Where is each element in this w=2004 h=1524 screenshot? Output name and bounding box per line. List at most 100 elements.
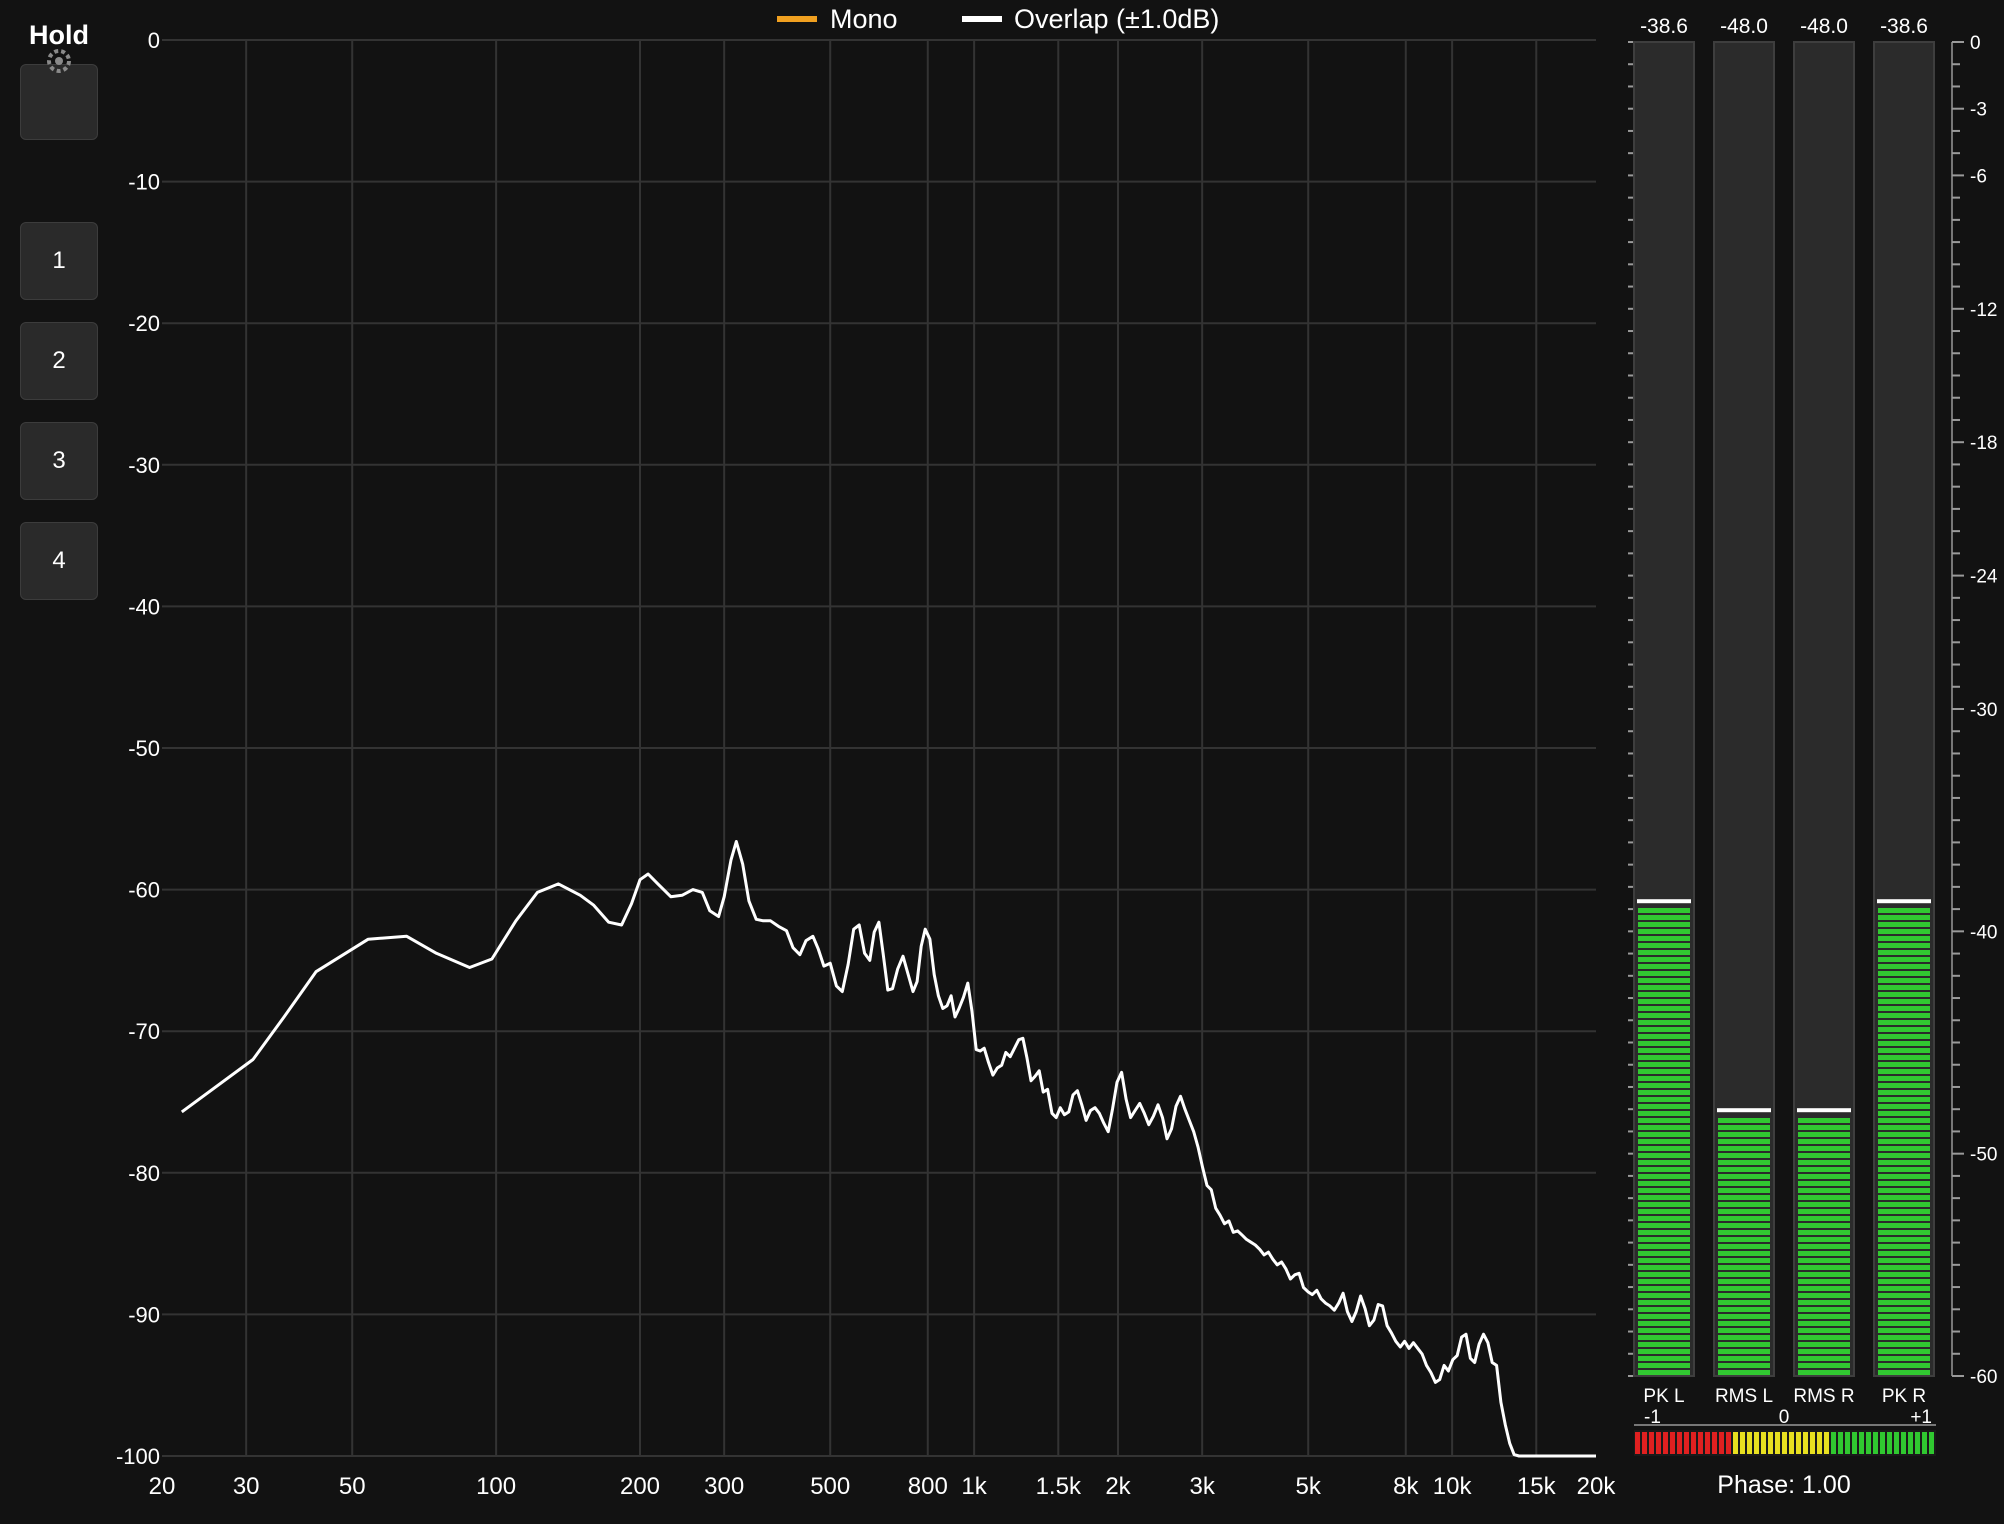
meter-channel-label: RMS R bbox=[1793, 1386, 1854, 1407]
meter-segment bbox=[1798, 1370, 1850, 1375]
phase-segment bbox=[1845, 1432, 1850, 1454]
meter-segment bbox=[1638, 1076, 1690, 1081]
meter-segment bbox=[1638, 971, 1690, 976]
x-tick-label: 500 bbox=[810, 1473, 850, 1500]
meter-channel-rms-l: -48.0 RMS L bbox=[1713, 15, 1775, 1407]
meter-readout: -48.0 bbox=[1720, 15, 1768, 38]
y-tick-label: -40 bbox=[128, 594, 160, 619]
meter-segment bbox=[1638, 929, 1690, 934]
meter-segment bbox=[1718, 1146, 1770, 1151]
phase-segment bbox=[1838, 1432, 1843, 1454]
spectrum-analyzer[interactable]: 0 -10 -20 -30 -40 -50 -60 -70 -80 -90 -100 20 30 50 1… bbox=[116, 28, 1616, 1500]
meter-segment bbox=[1798, 1230, 1850, 1235]
meter-segment bbox=[1638, 1181, 1690, 1186]
meter-segment bbox=[1878, 1258, 1930, 1263]
meter-segment bbox=[1878, 915, 1930, 920]
meter-segment bbox=[1798, 1356, 1850, 1361]
x-tick-label: 2k bbox=[1105, 1473, 1131, 1500]
meter-segment bbox=[1638, 1335, 1690, 1340]
meter-segment bbox=[1878, 1188, 1930, 1193]
meter-segment bbox=[1638, 1013, 1690, 1018]
y-tick-label: 0 bbox=[148, 28, 160, 53]
meter-segment bbox=[1798, 1223, 1850, 1228]
meter-segment bbox=[1878, 1244, 1930, 1249]
meter-segment bbox=[1718, 1265, 1770, 1270]
meter-scale-label: -50 bbox=[1970, 1145, 1997, 1166]
meter-segment bbox=[1878, 1181, 1930, 1186]
meter-scale-label: -60 bbox=[1970, 1367, 1997, 1388]
phase-segment bbox=[1670, 1432, 1675, 1454]
meter-segment bbox=[1638, 1328, 1690, 1333]
meter-segment bbox=[1878, 985, 1930, 990]
meter-segment bbox=[1638, 936, 1690, 941]
phase-segment bbox=[1684, 1432, 1689, 1454]
meter-segment bbox=[1718, 1244, 1770, 1249]
meter-segment bbox=[1638, 1160, 1690, 1165]
meter-segment bbox=[1718, 1286, 1770, 1291]
meter-segment bbox=[1638, 964, 1690, 969]
meter-segment bbox=[1878, 1076, 1930, 1081]
meter-segment bbox=[1718, 1258, 1770, 1263]
x-tick-label: 15k bbox=[1517, 1473, 1557, 1500]
meter-segment bbox=[1878, 908, 1930, 913]
meter-segment bbox=[1638, 1097, 1690, 1102]
meter-segment bbox=[1798, 1321, 1850, 1326]
meter-segment bbox=[1878, 1251, 1930, 1256]
meter-segment bbox=[1878, 964, 1930, 969]
meter-segment bbox=[1638, 1293, 1690, 1298]
meter-segment bbox=[1878, 1209, 1930, 1214]
preset-button-4[interactable]: 4 bbox=[20, 522, 98, 600]
legend-swatch-overlap bbox=[962, 16, 1002, 22]
meter-segment bbox=[1638, 1118, 1690, 1123]
phase-segment bbox=[1824, 1432, 1829, 1454]
meter-segment bbox=[1878, 1104, 1930, 1109]
meter-segment bbox=[1878, 1370, 1930, 1375]
meter-scale-label: -3 bbox=[1970, 100, 1987, 121]
meter-segment bbox=[1638, 1006, 1690, 1011]
meter-segment bbox=[1638, 992, 1690, 997]
meter-segment bbox=[1638, 985, 1690, 990]
meter-segment bbox=[1878, 1160, 1930, 1165]
meter-segment bbox=[1878, 992, 1930, 997]
phase-segment bbox=[1761, 1432, 1766, 1454]
phase-scale-label: -1 bbox=[1644, 1407, 1661, 1428]
meter-segment bbox=[1718, 1202, 1770, 1207]
meter-segment bbox=[1878, 1048, 1930, 1053]
preset-button-2[interactable]: 2 bbox=[20, 322, 98, 400]
preset-button-1[interactable]: 1 bbox=[20, 222, 98, 300]
phase-segment bbox=[1789, 1432, 1794, 1454]
phase-segment bbox=[1866, 1432, 1871, 1454]
phase-segment bbox=[1656, 1432, 1661, 1454]
spectrum-x-axis: 20 30 50 100 200 300 500 800 1k 1.5k 2k 3k 5k 8k 10k 15… bbox=[149, 1473, 1617, 1500]
hold-button[interactable] bbox=[20, 64, 98, 140]
meter-segment bbox=[1878, 950, 1930, 955]
preset-button-3[interactable]: 3 bbox=[20, 422, 98, 500]
phase-segment bbox=[1698, 1432, 1703, 1454]
meter-segment bbox=[1798, 1244, 1850, 1249]
phase-segment bbox=[1831, 1432, 1836, 1454]
y-tick-label: -20 bbox=[128, 311, 160, 336]
meter-segment bbox=[1798, 1188, 1850, 1193]
meter-segment bbox=[1878, 1279, 1930, 1284]
meter-segment bbox=[1718, 1314, 1770, 1319]
meter-segment bbox=[1718, 1349, 1770, 1354]
meter-segment bbox=[1638, 922, 1690, 927]
meter-segment bbox=[1638, 1055, 1690, 1060]
meter-segment bbox=[1638, 1146, 1690, 1151]
meter-segment bbox=[1798, 1174, 1850, 1179]
meter-segment bbox=[1878, 1083, 1930, 1088]
meter-segment bbox=[1798, 1251, 1850, 1256]
meter-segment bbox=[1878, 943, 1930, 948]
phase-segment bbox=[1915, 1432, 1920, 1454]
meter-segment bbox=[1638, 1251, 1690, 1256]
phase-segment bbox=[1810, 1432, 1815, 1454]
meter-segment bbox=[1638, 1314, 1690, 1319]
meter-segment bbox=[1638, 1090, 1690, 1095]
meter-segment bbox=[1638, 1258, 1690, 1263]
meter-segment bbox=[1878, 1265, 1930, 1270]
phase-segment bbox=[1733, 1432, 1738, 1454]
meter-segment bbox=[1718, 1335, 1770, 1340]
meter-segment bbox=[1798, 1202, 1850, 1207]
meter-segment bbox=[1638, 1370, 1690, 1375]
meter-segment bbox=[1638, 1174, 1690, 1179]
